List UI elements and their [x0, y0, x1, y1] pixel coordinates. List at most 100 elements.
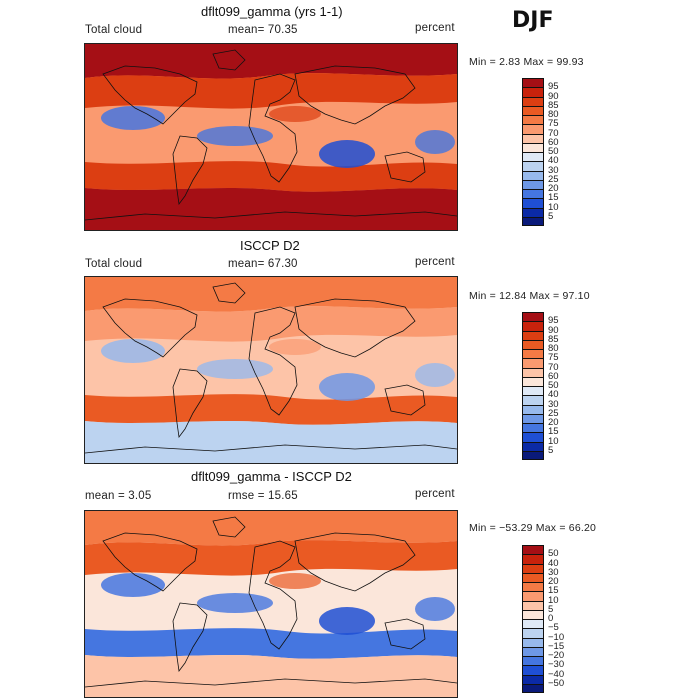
colorbar-swatch: [522, 413, 544, 423]
panel-2-colorbar: 95 90 85 80 75 70 60 50 40 30 25 20 15 10 5: [522, 312, 582, 460]
coastline: [294, 532, 416, 592]
panel-2-title: ISCCP D2: [240, 238, 300, 253]
field-patch: [269, 106, 321, 122]
colorbar-swatch: [522, 423, 544, 433]
coastline: [85, 211, 457, 221]
coastline: [384, 151, 426, 183]
colorbar-border: [522, 312, 544, 460]
coastline: [384, 384, 426, 416]
colorbar-swatch: [522, 105, 544, 115]
colorbar-swatch: [522, 563, 544, 573]
field-band-north: [85, 277, 457, 312]
panel-2-units-label: percent: [415, 256, 455, 268]
colorbar-level-label: 75: [548, 118, 559, 130]
panel-3-title: dflt099_gamma - ISCCP D2: [191, 469, 352, 484]
colorbar-swatch: [522, 582, 544, 592]
coastline: [212, 282, 246, 304]
season-label: DJF: [512, 8, 554, 33]
field-patch: [101, 106, 165, 130]
colorbar-swatch: [522, 554, 544, 564]
colorbar-level-label: 30: [548, 164, 559, 176]
field-patch: [415, 597, 455, 621]
coastline: [294, 298, 416, 358]
colorbar-border: [522, 545, 544, 693]
colorbar-level-label: −30: [548, 659, 565, 671]
coastline: [85, 678, 457, 688]
colorbar-swatch: [522, 628, 544, 638]
colorbar-level-label: 85: [548, 333, 559, 345]
colorbar-swatch: [522, 170, 544, 180]
field-band-north: [85, 511, 457, 546]
panel-2-minmax: Min = 12.84 Max = 97.10: [469, 290, 590, 302]
field-patch: [101, 573, 165, 597]
colorbar-swatch: [522, 656, 544, 666]
field-band-upper: [85, 73, 457, 109]
coastline: [248, 306, 298, 416]
colorbar-level-label: 15: [548, 192, 559, 204]
colorbar-swatch: [522, 637, 544, 647]
field-band-north: [85, 44, 457, 79]
coastline: [85, 444, 457, 454]
colorbar-swatch: [522, 321, 544, 331]
colorbar-swatch: [522, 683, 544, 693]
colorbar-swatch: [522, 358, 544, 368]
colorbar-level-label: 95: [548, 315, 559, 327]
panel-1-colorbar: 95 90 85 80 75 70 60 50 40 30 25 20 15 10 5: [522, 78, 582, 226]
colorbar-level-label: 0: [548, 613, 554, 624]
panel-1-minmax: Min = 2.83 Max = 99.93: [469, 56, 584, 68]
panel-2-map: [84, 276, 458, 464]
colorbar-level-label: 70: [548, 361, 559, 373]
colorbar-swatch: [522, 572, 544, 582]
colorbar-swatch: [522, 115, 544, 125]
colorbar-swatch: [522, 376, 544, 386]
coastline: [102, 65, 198, 125]
colorbar-level-label: 80: [548, 343, 559, 354]
panel-3-left-label: mean = 3.05: [85, 490, 152, 502]
colorbar-level-label: 85: [548, 99, 559, 111]
colorbar-level-label: 90: [548, 90, 559, 102]
colorbar-level-label: −50: [548, 677, 565, 689]
colorbar-level-label: 10: [548, 435, 559, 447]
colorbar-swatch: [522, 179, 544, 189]
colorbar-level-label: 25: [548, 173, 559, 185]
coastline: [384, 618, 426, 650]
panel-1-units-label: percent: [415, 22, 455, 34]
colorbar-swatch: [522, 189, 544, 199]
field-band-upper: [85, 540, 457, 576]
colorbar-level-label: 70: [548, 127, 559, 139]
colorbar-swatch: [522, 367, 544, 377]
coastline: [172, 602, 208, 673]
colorbar-level-label: 95: [548, 81, 559, 93]
panel-2-mean-label: mean= 67.30: [228, 258, 298, 270]
colorbar-level-label: 40: [548, 389, 559, 401]
colorbar-swatch: [522, 161, 544, 171]
panel-3-map: [84, 510, 458, 698]
field-patch: [319, 140, 375, 168]
colorbar-level-label: 20: [548, 417, 559, 428]
panel-3-minmax: Min = −53.29 Max = 66.20: [469, 522, 597, 534]
colorbar-level-label: 15: [548, 426, 559, 438]
colorbar-level-label: 40: [548, 557, 559, 569]
coastline: [102, 298, 198, 358]
coastline: [102, 532, 198, 592]
field-patch: [319, 607, 375, 635]
colorbar-level-label: −10: [548, 631, 565, 643]
colorbar-swatch: [522, 216, 544, 226]
colorbar-swatch: [522, 198, 544, 208]
colorbar-level-label: 50: [548, 548, 559, 560]
coastline: [172, 135, 208, 206]
colorbar-swatch: [522, 386, 544, 396]
colorbar-swatch: [522, 545, 544, 555]
colorbar-level-label: 50: [548, 146, 559, 157]
colorbar-swatch: [522, 665, 544, 675]
field-patch: [197, 593, 273, 613]
colorbar-level-label: 80: [548, 109, 559, 120]
colorbar-swatch: [522, 142, 544, 152]
colorbar-swatch: [522, 349, 544, 359]
colorbar-level-label: 30: [548, 398, 559, 410]
colorbar-level-label: −40: [548, 668, 565, 680]
panel-1-map: [84, 43, 458, 231]
colorbar-level-label: −15: [548, 640, 565, 652]
field-patch: [101, 339, 165, 363]
colorbar-swatch: [522, 124, 544, 134]
